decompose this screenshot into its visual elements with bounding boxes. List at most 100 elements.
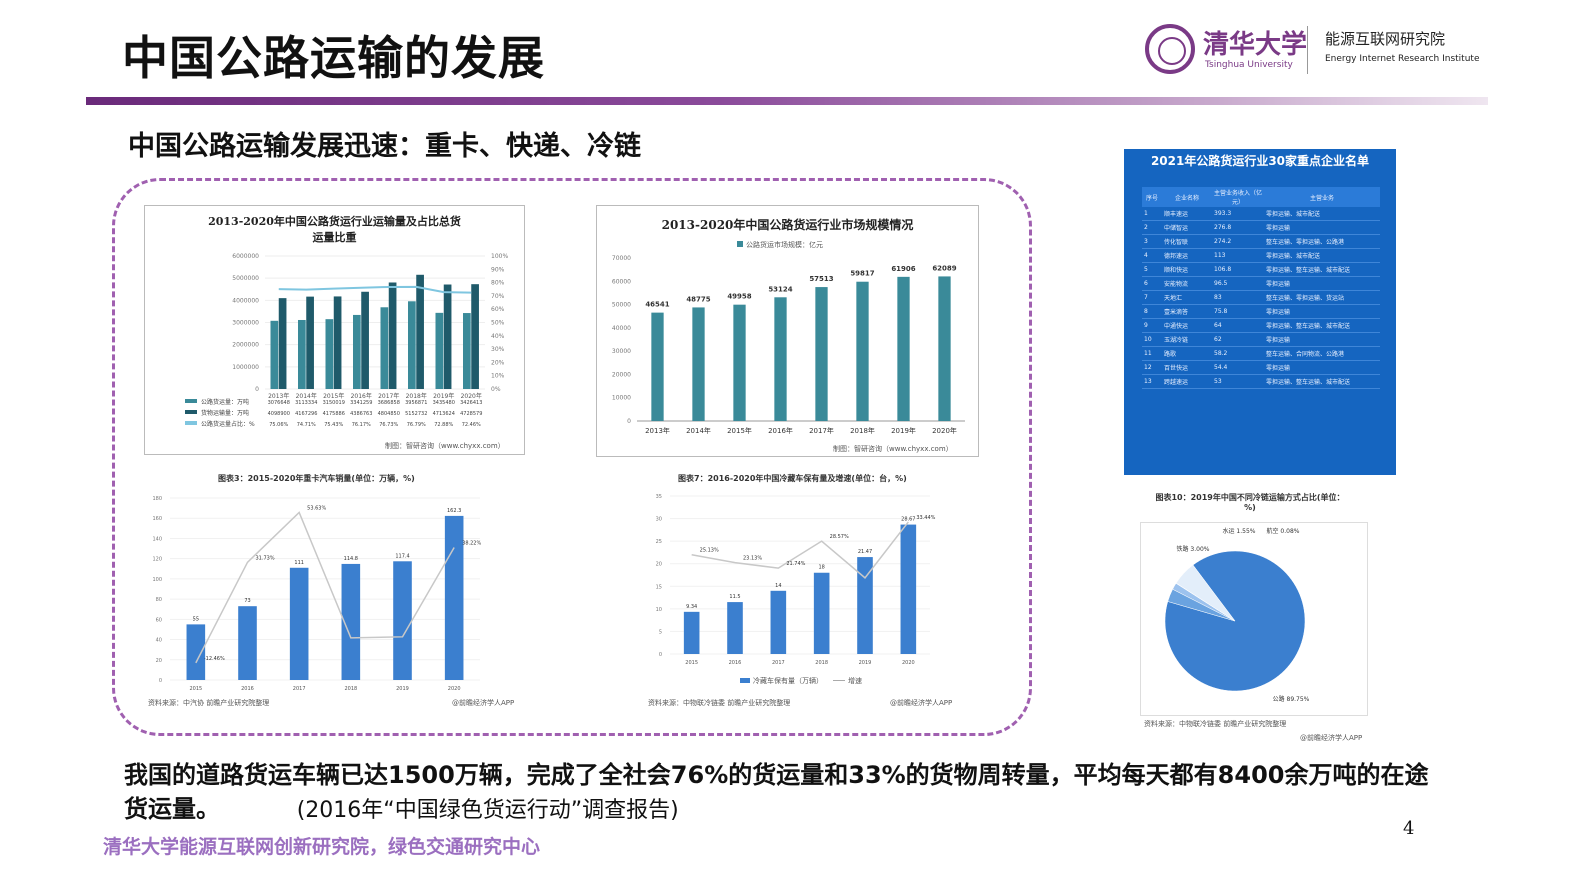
y2-tick-label: 70%: [491, 293, 505, 300]
table-cell: 2: [1142, 220, 1162, 235]
institute-name-en: Energy Internet Research Institute: [1325, 54, 1480, 64]
table-cell: 75.06%: [269, 422, 288, 428]
chart-freight-volume-plot: 0 1000000 2000000 3000000 4000000 5000000 6000…: [185, 253, 508, 428]
data-label: 117.4: [395, 553, 409, 559]
chart-cold-chain-plot: 0 5 10 15 20 25 30 35 9.34 2015 11.5 2016 14 2017 18 20…: [656, 494, 936, 666]
chart-market-size: 2013-2020年中国公路货运行业市场规模情况 公路货运市场规模：亿元 0 10…: [596, 205, 979, 457]
table-header: 企业名称: [1162, 187, 1212, 207]
chart-title: 2013-2020年中国公路货运行业运输量及占比总货运量比重: [208, 215, 461, 244]
y-tick-label: 0: [255, 386, 259, 393]
table-cell: 传化智联: [1162, 234, 1212, 249]
y-tick-label: 20: [156, 658, 162, 664]
table-cell: 零担运输: [1264, 220, 1380, 235]
university-name-en: Tsinghua University: [1205, 60, 1293, 70]
bar: [692, 307, 705, 421]
x-tick-label: 2013年: [645, 426, 670, 435]
y-tick-label: 40: [156, 638, 162, 644]
y-tick-label: 2000000: [232, 342, 259, 349]
table-cell: 72.88%: [434, 422, 453, 428]
series-line-share: [278, 285, 472, 294]
line-data-label: 21.74%: [786, 561, 805, 567]
pie-slice: [1175, 564, 1236, 622]
tsinghua-logo: 清华大学 Tsinghua University 能源互联网研究院 Energy…: [1145, 22, 1485, 82]
table-cell: 106.8: [1212, 262, 1264, 277]
table-cell: 75.43%: [324, 422, 343, 428]
institute-name-cn: 能源互联网研究院: [1325, 30, 1446, 48]
table-row: 8 壹米滴答 75.8 零担运输: [1142, 304, 1380, 319]
bar: [238, 606, 257, 680]
pie-chart-title: 图表10：2019年中国不同冷链运输方式占比(单位：%): [1155, 493, 1345, 512]
pie-watermark: @前瞻经济学人APP: [1300, 734, 1363, 742]
bar-total: [388, 282, 397, 389]
y2-tick-label: 60%: [491, 306, 505, 313]
bar-freight: [463, 313, 471, 389]
table-cell: 96.5: [1212, 276, 1264, 291]
slide-title: 中国公路运输的发展: [122, 31, 545, 85]
table-cell: 零担运输、城市配送: [1264, 207, 1380, 221]
table-cell: 4804850: [378, 411, 400, 417]
tsinghua-seal-icon: [1145, 24, 1195, 74]
table-header: 主营业务收入（亿元）: [1212, 187, 1264, 207]
chart-source: 制图：智研咨询（www.chyxx.com）: [385, 442, 505, 450]
data-label: 53124: [768, 285, 792, 293]
table-row: 7 天地汇 83 整车运输、零担运输、货运站: [1142, 290, 1380, 305]
table-cell: 11: [1142, 346, 1162, 361]
summary-sentence: 我国的道路货运车辆已达1500万辆，完成了全社会76%的货运量和33%的货物周转…: [124, 761, 1429, 823]
table-cell: 壹米滴答: [1162, 304, 1212, 319]
bar: [341, 563, 361, 680]
y-tick-label: 120: [152, 557, 162, 563]
table-cell: 4167296: [295, 411, 317, 417]
y2-tick-label: 50%: [491, 320, 505, 327]
bar: [857, 557, 873, 654]
y-tick-label: 160: [152, 516, 162, 522]
chart-heavy-truck-plot: 0 20 40 60 80 100 120 140 160 180 55 2015 73 2016 111 2…: [152, 496, 481, 692]
series-name: 公路货运量占比：%: [201, 420, 255, 428]
data-label: 14: [775, 583, 781, 589]
table-cell: 整车运输、零担运输、公路港: [1264, 234, 1380, 249]
series-line-growth: [195, 511, 455, 664]
y2-tick-label: 0%: [491, 386, 501, 393]
table-header: 序号: [1142, 187, 1162, 207]
pie-source: 资料来源：中物联冷链委 前瞻产业研究院整理: [1144, 720, 1287, 728]
data-label: 55: [193, 616, 199, 622]
table-row: 10 玉湖冷链 62 零担运输: [1142, 332, 1380, 347]
bar-freight: [270, 320, 279, 389]
bar: [186, 624, 206, 680]
legend-swatch: [185, 410, 197, 414]
y-tick-label: 5000000: [232, 275, 259, 282]
chart-heavy-truck-sales: 图表3：2015-2020年重卡汽车销量(单位：万辆，%) 0 20 40 60 80 1…: [140, 468, 528, 708]
line-data-label: 31.73%: [256, 555, 275, 561]
table-cell: 74.71%: [297, 422, 316, 428]
chart-source: 资料来源：中汽协 前瞻产业研究院整理: [148, 699, 270, 707]
y-tick-label: 15: [656, 584, 662, 590]
table-cell: 13: [1142, 374, 1162, 389]
x-tick-label: 2016年: [351, 392, 372, 400]
table-cell: 3076648: [268, 400, 290, 406]
table-cell: 安能物流: [1162, 276, 1212, 291]
line-data-label: -12.46%: [204, 656, 225, 662]
bar-total: [361, 291, 369, 389]
bar-total: [333, 296, 342, 389]
y-tick-label: 40000: [612, 325, 631, 332]
data-label: 46541: [645, 301, 669, 309]
table-cell: 3150019: [323, 400, 345, 406]
slice-label: 水运 1.55%: [1223, 527, 1256, 535]
bar: [733, 304, 746, 421]
x-tick-label: 2019年: [891, 426, 916, 435]
x-tick-label: 2013年: [268, 392, 289, 400]
chart-title: 图表3：2015-2020年重卡汽车销量(单位：万辆，%): [218, 474, 415, 483]
table-cell: 天地汇: [1162, 290, 1212, 305]
x-tick-label: 2018年: [406, 392, 427, 400]
table-cell: 393.3: [1212, 207, 1264, 221]
table-cell: 玉湖冷链: [1162, 332, 1212, 347]
chart-cold-chain-pie: 公路 89.75% 铁路 3.00% 水运 1.55% 航空 0.08%: [1164, 527, 1310, 703]
x-tick-label: 2015年: [323, 392, 344, 400]
series-line-growth: [691, 521, 909, 579]
y2-tick-label: 10%: [491, 373, 505, 380]
table-row: 3 传化智联 274.2 整车运输、零担运输、公路港: [1142, 234, 1380, 249]
data-label: 114.8: [344, 556, 358, 562]
bar: [900, 524, 917, 654]
table-row: 13 跨越速运 53 零担运输、整车运输、城市配送: [1142, 374, 1380, 389]
y-tick-label: 100: [152, 577, 162, 583]
table-cell: 10: [1142, 332, 1162, 347]
